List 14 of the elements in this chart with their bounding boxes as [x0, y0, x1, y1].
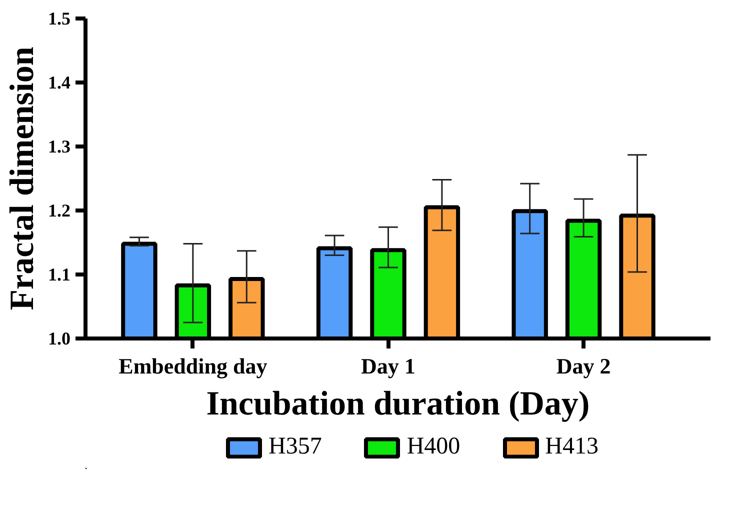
- x-tick-label: Embedding day: [118, 354, 268, 378]
- y-tick-label: 1.5: [48, 8, 70, 28]
- legend-label: H400: [406, 434, 460, 460]
- legend-label: H357: [268, 434, 322, 460]
- y-tick-label: 1.1: [48, 264, 70, 284]
- y-tick-label: 1.0: [48, 328, 70, 348]
- y-axis-title: Fractal dimension: [4, 46, 41, 310]
- y-tick-label: 1.4: [48, 72, 70, 92]
- legend-label: H413: [545, 434, 599, 460]
- y-tick-label: 1.2: [48, 200, 70, 220]
- y-tick-label: 1.3: [48, 136, 70, 156]
- x-tick-label: Day 1: [361, 354, 416, 378]
- x-axis-title: Incubation duration (Day): [206, 386, 590, 422]
- x-tick-label: Day 2: [556, 354, 611, 378]
